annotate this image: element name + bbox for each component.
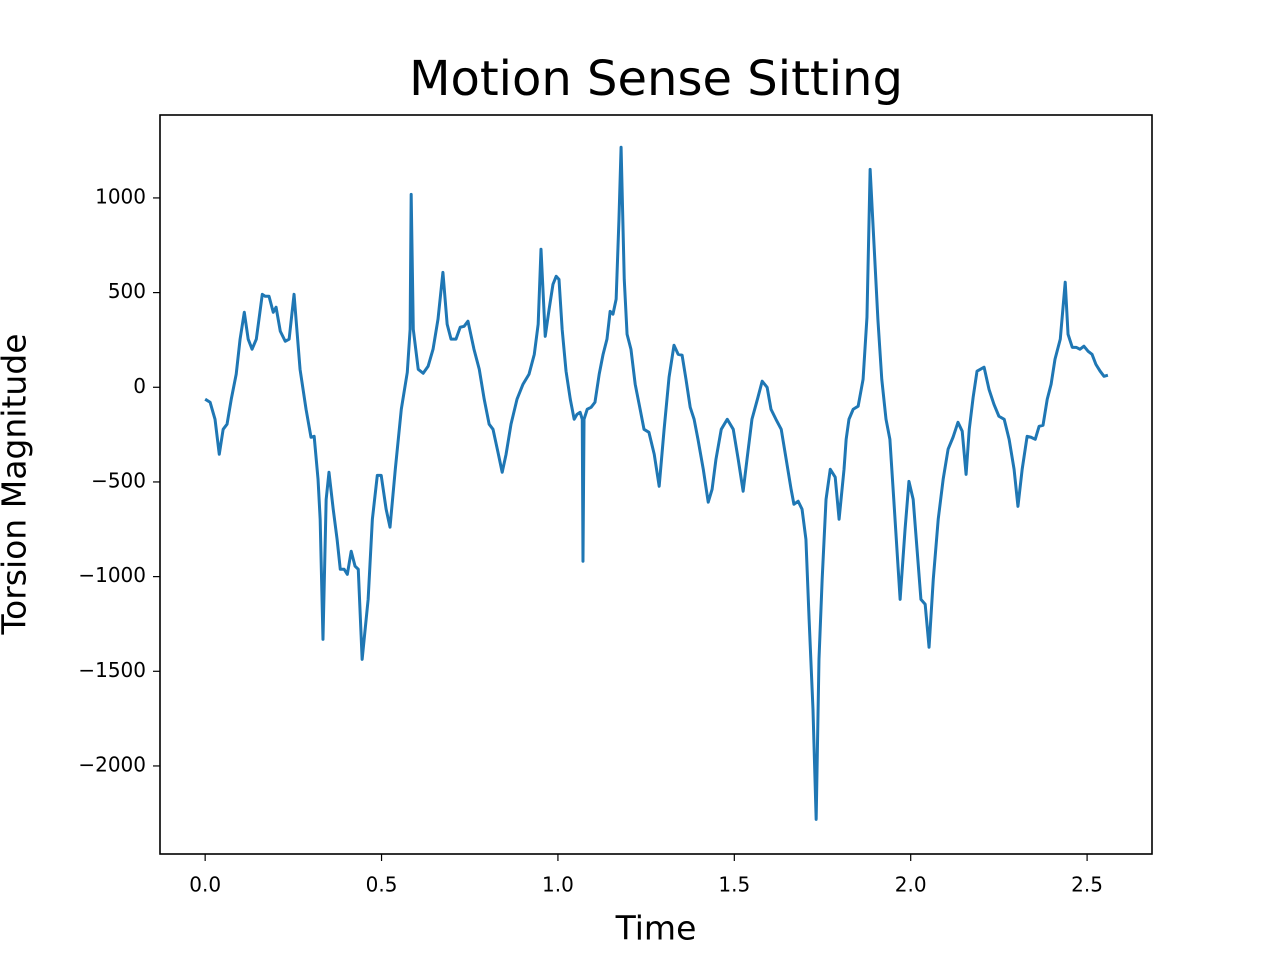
y-tick-label: 0 — [133, 374, 146, 398]
x-tick-label: 2.5 — [1071, 873, 1103, 897]
y-tick-label: −500 — [91, 468, 146, 492]
chart-title: Motion Sense Sitting — [409, 51, 903, 107]
x-tick-label: 0.0 — [189, 873, 221, 897]
y-tick-label: −2000 — [78, 752, 146, 776]
plot-frame — [159, 114, 1153, 855]
y-tick-label: 1000 — [95, 184, 146, 208]
y-tick-label: −1000 — [78, 563, 146, 587]
data-line — [204, 145, 1109, 821]
y-tick-label: 500 — [108, 279, 146, 303]
x-tick-label: 1.0 — [542, 873, 574, 897]
y-axis-label: Torsion Magnitude — [0, 333, 34, 635]
x-tick-label: 2.0 — [895, 873, 927, 897]
y-tick-label: −1500 — [78, 658, 146, 682]
x-axis-label: Time — [615, 909, 697, 948]
x-tick-label: 0.5 — [366, 873, 398, 897]
x-tick-label: 1.5 — [718, 873, 750, 897]
